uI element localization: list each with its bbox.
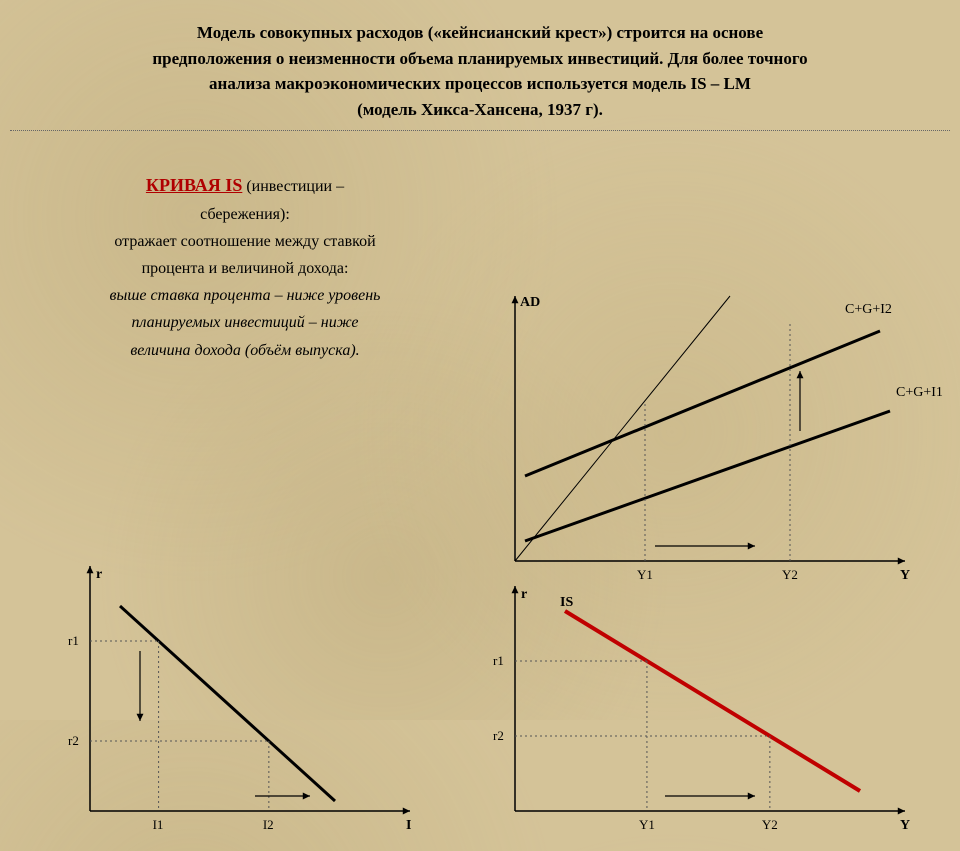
svg-text:r1: r1 — [68, 633, 79, 648]
svg-text:Y: Y — [900, 568, 910, 583]
svg-text:IS: IS — [560, 595, 573, 610]
title-line-1: Модель совокупных расходов («кейнсиански… — [197, 23, 763, 42]
title-line-3: анализа макроэкономических процессов исп… — [209, 74, 751, 93]
charts-svg: AD Y C+G+I1 C+G+I2 Y1 Y2 r Ir1 r2 I1 I2 r Y IS r1 r2 Y1 Y… — [0, 131, 960, 851]
svg-text:Y1: Y1 — [639, 817, 655, 832]
svg-text:Y2: Y2 — [762, 817, 778, 832]
svg-text:r2: r2 — [68, 733, 79, 748]
svg-text:C+G+I1: C+G+I1 — [896, 385, 943, 400]
svg-text:Y: Y — [900, 818, 910, 833]
svg-text:AD: AD — [520, 295, 540, 310]
svg-text:r: r — [96, 567, 102, 582]
svg-text:I2: I2 — [263, 817, 274, 832]
svg-text:r: r — [521, 587, 527, 602]
svg-text:r1: r1 — [493, 653, 504, 668]
title-line-2: предположения о неизменности объема план… — [152, 49, 807, 68]
svg-text:C+G+I2: C+G+I2 — [845, 302, 892, 317]
svg-text:I1: I1 — [153, 817, 164, 832]
title-line-4: (модель Хикса-Хансена, 1937 г). — [357, 100, 603, 119]
svg-text:Y2: Y2 — [782, 567, 798, 582]
svg-text:Y1: Y1 — [637, 567, 653, 582]
svg-text:r2: r2 — [493, 728, 504, 743]
page-title: Модель совокупных расходов («кейнсиански… — [0, 0, 960, 130]
svg-text:I: I — [406, 818, 411, 833]
